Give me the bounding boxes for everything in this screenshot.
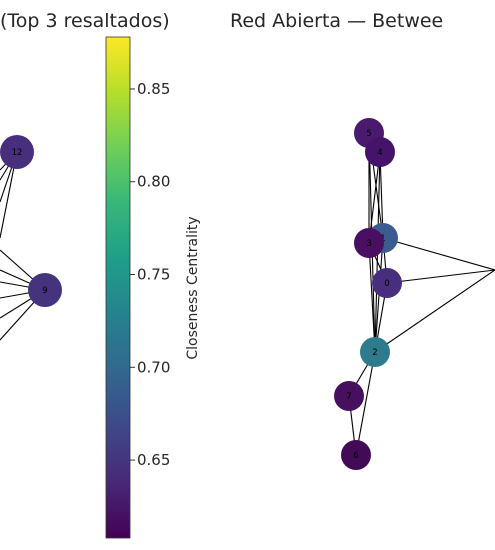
node-circle bbox=[28, 273, 62, 307]
node-circle bbox=[365, 137, 395, 167]
node-label: 9 bbox=[42, 286, 47, 296]
node-label: 4 bbox=[377, 148, 382, 158]
graph-node: 0 bbox=[372, 268, 402, 298]
node-label: 0 bbox=[384, 279, 389, 289]
right-panel-edges bbox=[348, 132, 495, 456]
node-label: 3 bbox=[366, 239, 371, 249]
node-label: 5 bbox=[366, 129, 371, 139]
graph-edge bbox=[374, 269, 495, 353]
right-panel-graph: 54130276 bbox=[334, 118, 495, 470]
node-circle bbox=[354, 228, 384, 258]
colorbar-gradient bbox=[105, 36, 131, 539]
graph-node: 7 bbox=[334, 381, 364, 411]
colorbar-ticks: 0.85 0.80 0.75 0.70 0.65 bbox=[130, 80, 170, 469]
node-circle bbox=[360, 337, 390, 367]
graph-edge bbox=[355, 351, 376, 456]
graph-node: 12 bbox=[0, 135, 34, 169]
graph-edge bbox=[368, 151, 381, 244]
graph-node: 3 bbox=[354, 228, 384, 258]
left-panel-graph: 12 9 bbox=[0, 135, 62, 341]
colorbar-tick-label: 0.80 bbox=[137, 173, 170, 191]
colorbar-tick-label: 0.70 bbox=[137, 358, 170, 376]
node-circle bbox=[372, 268, 402, 298]
graph-edge bbox=[368, 242, 376, 353]
node-label: 7 bbox=[346, 392, 351, 402]
graph-edge bbox=[386, 269, 495, 284]
right-panel-title: Red Abierta — Betwee bbox=[230, 10, 443, 32]
graph-node: 2 bbox=[360, 337, 390, 367]
node-label: 2 bbox=[372, 348, 377, 358]
colorbar-label: Closeness Centrality bbox=[185, 216, 201, 359]
node-circle bbox=[341, 440, 371, 470]
graph-node: 4 bbox=[365, 137, 395, 167]
left-panel-title: (Top 3 resaltados) bbox=[0, 10, 170, 32]
node-circle bbox=[0, 135, 34, 169]
left-panel-edges bbox=[0, 151, 46, 341]
colorbar-tick-label: 0.75 bbox=[137, 266, 170, 284]
right-panel-nodes: 54130276 bbox=[334, 118, 402, 470]
node-label: 12 bbox=[12, 148, 23, 158]
colorbar-tick-label: 0.85 bbox=[137, 80, 170, 98]
node-circle bbox=[334, 381, 364, 411]
graph-edge bbox=[382, 237, 495, 271]
colorbar: 0.85 0.80 0.75 0.70 0.65 Closeness Centralit… bbox=[105, 36, 201, 539]
colorbar-tick-label: 0.65 bbox=[137, 451, 170, 469]
graph-node: 6 bbox=[341, 440, 371, 470]
node-label: 6 bbox=[353, 451, 358, 461]
graph-node: 9 bbox=[28, 273, 62, 307]
